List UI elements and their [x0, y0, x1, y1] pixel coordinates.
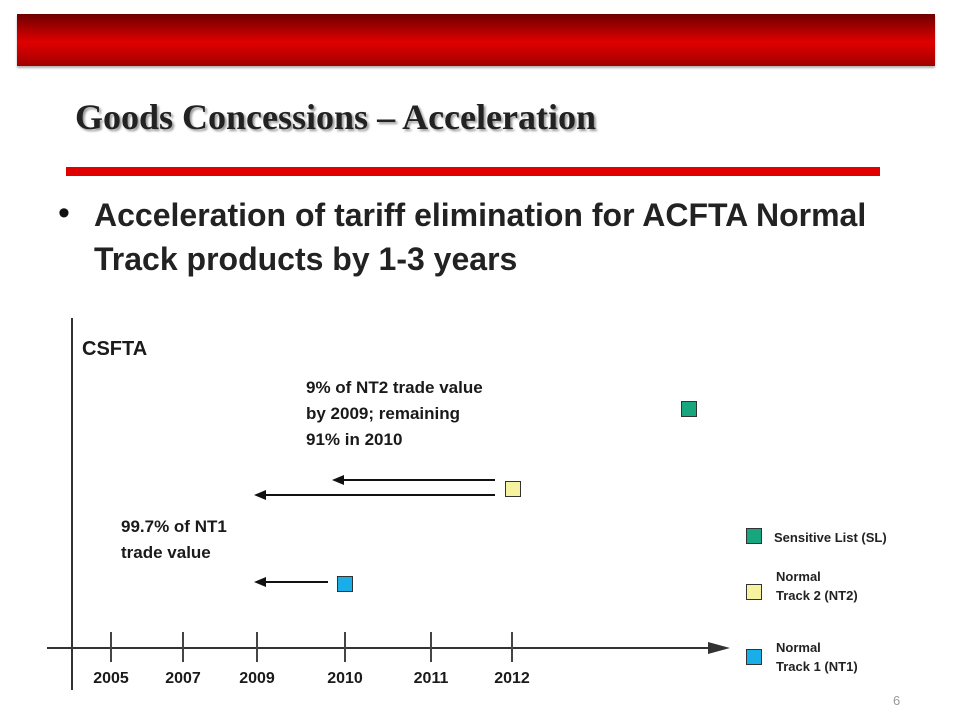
nt2-annotation-line: 9% of NT2 trade value	[306, 378, 483, 397]
legend-sl-label: Sensitive List (SL)	[774, 530, 887, 545]
x-axis-arrow-icon	[708, 642, 730, 654]
nt2-arrow-lower-head	[254, 490, 266, 500]
year-label: 2011	[413, 670, 449, 687]
year-label: 2012	[494, 670, 530, 687]
legend-sl-swatch	[746, 528, 762, 544]
nt1-arrow-head	[254, 577, 266, 587]
nt2-marker	[505, 481, 521, 497]
tick-2009	[256, 632, 258, 662]
bullet-icon: •	[58, 194, 70, 232]
legend-nt1-swatch	[746, 649, 762, 665]
legend-nt1-line: Track 1 (NT1)	[776, 659, 858, 674]
legend-nt2-label: Normal Track 2 (NT2)	[776, 567, 858, 605]
acceleration-arrows	[254, 475, 495, 587]
nt2-annotation-line: by 2009; remaining	[306, 404, 461, 423]
year-label: 2007	[165, 670, 201, 687]
legend-nt1-line: Normal	[776, 640, 821, 655]
tick-2005	[110, 632, 112, 662]
slide-title: Goods Concessions – Acceleration	[75, 97, 596, 137]
tick-2011	[430, 632, 432, 662]
nt1-annotation-line: trade value	[121, 543, 211, 562]
tick-2012	[511, 632, 513, 662]
nt1-annotation: 99.7% of NT1 trade value	[121, 514, 227, 566]
title-underline	[66, 167, 880, 176]
page-number: 6	[893, 693, 901, 708]
y-axis	[71, 318, 73, 690]
legend-nt2-line: Track 2 (NT2)	[776, 588, 858, 603]
nt1-marker	[337, 576, 353, 592]
legend-nt2-line: Normal	[776, 569, 821, 584]
nt2-annotation-line: 91% in 2010	[306, 430, 403, 449]
nt2-annotation: 9% of NT2 trade value by 2009; remaining…	[306, 375, 483, 453]
year-label: 2009	[239, 670, 275, 687]
year-label: 2005	[93, 670, 129, 687]
year-label: 2010	[327, 670, 363, 687]
nt1-annotation-line: 99.7% of NT1	[121, 517, 227, 536]
x-axis	[47, 647, 715, 649]
tick-2010	[344, 632, 346, 662]
header-banner	[17, 14, 935, 66]
sl-marker	[681, 401, 697, 417]
nt2-arrow-upper-head	[332, 475, 344, 485]
legend-nt1-label: Normal Track 1 (NT1)	[776, 638, 858, 676]
legend-nt2-swatch	[746, 584, 762, 600]
axis-label-csfta: CSFTA	[82, 338, 148, 360]
bullet-text: Acceleration of tariff elimination for A…	[94, 197, 867, 277]
tick-2007	[182, 632, 184, 662]
